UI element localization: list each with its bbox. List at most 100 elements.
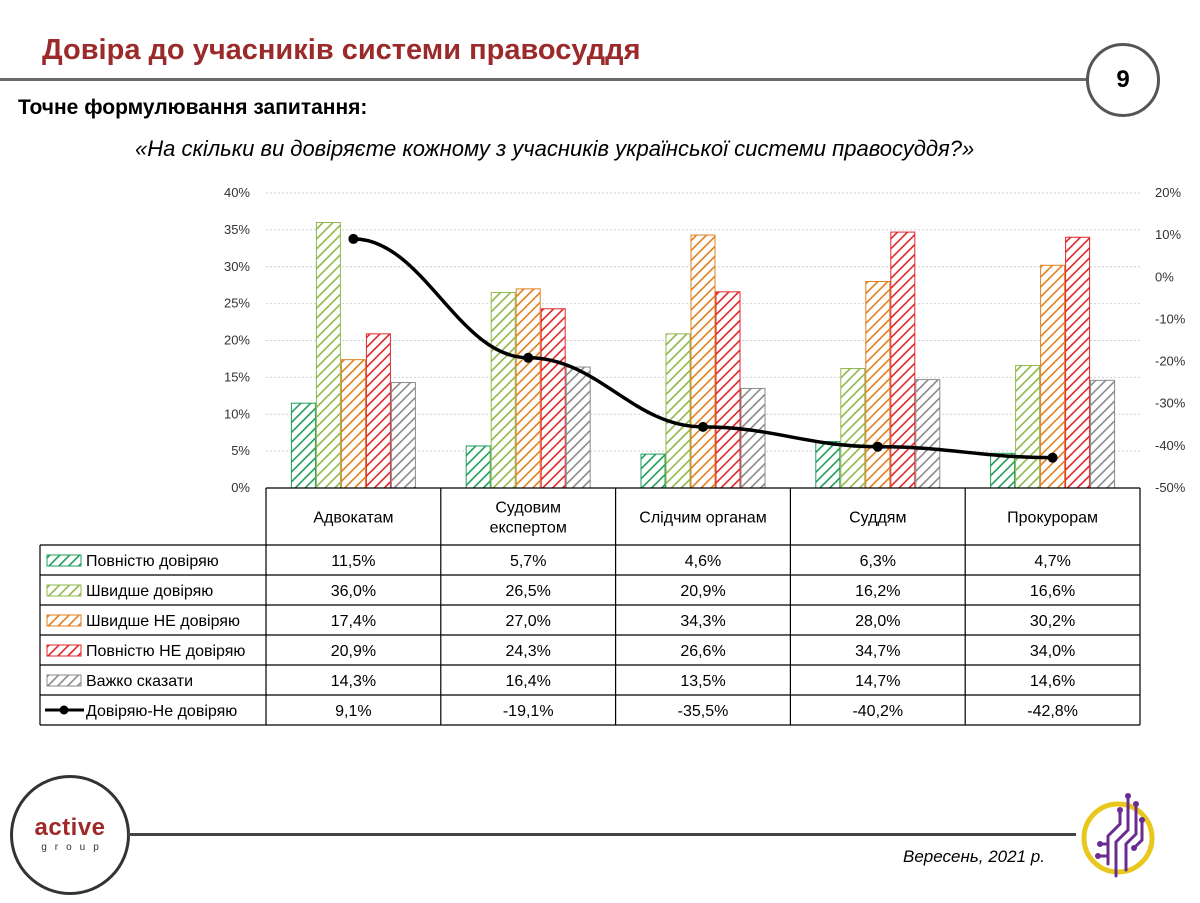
- page-title: Довіра до учасників системи правосуддя: [42, 34, 641, 66]
- data-label: 27,0%: [506, 613, 551, 630]
- question-text: «На скільки ви довіряєте кожному з учасн…: [135, 136, 975, 161]
- y-tick-left: 0%: [231, 480, 250, 495]
- y-tick-left: 35%: [224, 222, 250, 237]
- category-label: Судовим: [495, 500, 561, 517]
- legend-swatch: [46, 614, 82, 627]
- bar: [390, 382, 416, 489]
- survey-date: Вересень, 2021 р.: [903, 847, 1045, 866]
- legend-swatch: [46, 674, 82, 687]
- data-label: 24,3%: [506, 643, 551, 660]
- legend-swatch: [46, 584, 82, 597]
- bar: [1090, 379, 1116, 489]
- logo-word: active: [34, 814, 106, 841]
- data-label: 28,0%: [855, 613, 900, 630]
- legend-label: Повністю НЕ довіряю: [86, 643, 245, 660]
- bar: [890, 231, 916, 489]
- y-tick-right: 0%: [1155, 269, 1174, 284]
- logo-subword: group: [41, 842, 107, 853]
- data-label: 14,3%: [331, 673, 376, 690]
- y-tick-right: 20%: [1155, 185, 1181, 200]
- bar: [640, 453, 666, 489]
- category-label: Прокурорам: [1007, 510, 1098, 527]
- legend-swatch: [46, 554, 82, 567]
- balance-point: [698, 421, 708, 432]
- y-tick-left: 10%: [224, 406, 250, 421]
- legend-label: Важко сказати: [86, 673, 193, 690]
- y-tick-left: 20%: [224, 333, 250, 348]
- bar: [365, 333, 391, 489]
- bar: [540, 308, 566, 489]
- data-label: 11,5%: [331, 553, 375, 570]
- data-label: 34,3%: [680, 613, 725, 630]
- y-tick-left: 25%: [224, 296, 250, 311]
- page-number: 9: [1116, 66, 1130, 93]
- data-label: -35,5%: [678, 703, 729, 720]
- data-label: 30,2%: [1030, 613, 1075, 630]
- legend-label: Повністю довіряю: [86, 553, 219, 570]
- bar: [690, 234, 716, 489]
- y-tick-right: -10%: [1155, 311, 1186, 326]
- active-group-logo: active group: [10, 775, 130, 895]
- page-number-badge: 9: [1086, 43, 1160, 117]
- balance-point: [872, 441, 883, 452]
- data-label: 16,4%: [506, 673, 551, 690]
- bar: [865, 281, 891, 489]
- data-label: 4,7%: [1034, 553, 1070, 570]
- bar: [315, 222, 341, 489]
- data-label: 34,7%: [855, 643, 900, 660]
- bar: [915, 379, 941, 489]
- data-label: 9,1%: [335, 703, 371, 720]
- bar: [815, 441, 841, 489]
- bar: [840, 368, 866, 489]
- balance-point: [523, 352, 534, 363]
- data-label: -40,2%: [852, 703, 903, 720]
- bar: [340, 359, 366, 489]
- data-label: 17,4%: [331, 613, 376, 630]
- y-tick-right: -30%: [1155, 396, 1186, 411]
- bar: [515, 288, 541, 489]
- legend-swatch: [46, 644, 82, 657]
- data-label: 36,0%: [331, 583, 376, 600]
- y-tick-left: 5%: [231, 443, 250, 458]
- legend-label: Швидше довіряю: [86, 583, 213, 600]
- category-label: експертом: [490, 520, 567, 537]
- bar: [990, 452, 1016, 489]
- data-label: 26,5%: [506, 583, 551, 600]
- bar: [715, 291, 741, 489]
- footer-divider: [128, 833, 1076, 836]
- y-tick-left: 15%: [224, 369, 250, 384]
- bar: [1065, 236, 1091, 489]
- data-label: 16,2%: [855, 583, 900, 600]
- y-tick-left: 40%: [224, 185, 250, 200]
- data-label: 20,9%: [680, 583, 725, 600]
- bar: [565, 366, 591, 489]
- bar: [1040, 264, 1066, 489]
- bar: [665, 333, 691, 489]
- data-label: -19,1%: [503, 703, 554, 720]
- y-tick-right: -40%: [1155, 438, 1186, 453]
- bar: [490, 292, 516, 489]
- data-label: 5,7%: [510, 553, 546, 570]
- balance-point: [1047, 452, 1058, 463]
- balance-line: [353, 237, 1053, 460]
- data-label: 14,6%: [1030, 673, 1075, 690]
- question-label: Точне формулювання запитання:: [18, 96, 368, 119]
- balance-point: [348, 233, 359, 244]
- data-label: -42,8%: [1027, 703, 1078, 720]
- y-tick-right: -50%: [1155, 480, 1186, 495]
- data-label: 16,6%: [1030, 583, 1075, 600]
- data-label: 4,6%: [685, 553, 721, 570]
- y-tick-right: -20%: [1155, 354, 1186, 369]
- bar: [1015, 365, 1041, 489]
- category-label: Суддям: [849, 510, 906, 527]
- y-tick-right: 10%: [1155, 227, 1181, 242]
- data-label: 13,5%: [680, 673, 725, 690]
- y-tick-left: 30%: [224, 259, 250, 274]
- bar: [465, 445, 491, 489]
- legend-label: Швидше НЕ довіряю: [86, 613, 240, 630]
- data-label: 20,9%: [331, 643, 376, 660]
- bar: [290, 402, 316, 489]
- legend-label: Довіряю-Не довіряю: [86, 703, 237, 720]
- category-label: Адвокатам: [313, 510, 393, 527]
